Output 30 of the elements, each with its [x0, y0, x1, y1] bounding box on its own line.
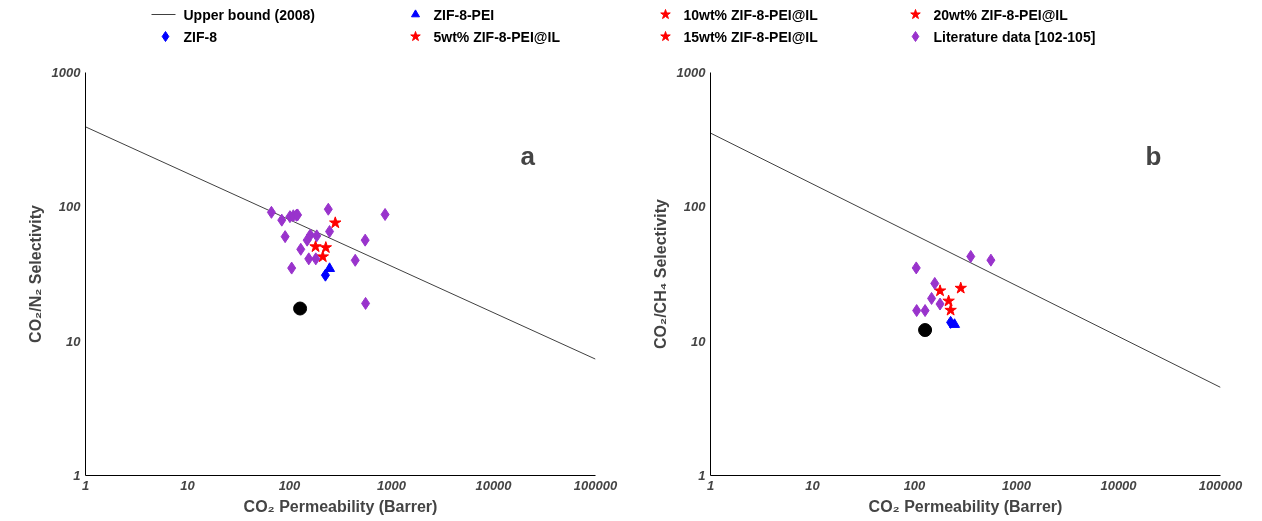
x-axis-title: CO₂ Permeability (Barrer) — [868, 497, 1063, 515]
legend-label: 15wt% ZIF-8-PEI@IL — [683, 28, 819, 45]
y-axis-title: CO₂/CH₄ Selectivity — [651, 198, 669, 349]
annotation: a — [520, 140, 536, 171]
x-tick-label: 10000 — [1100, 477, 1138, 493]
y-axis-title: CO₂/N₂ Selectivity — [26, 204, 44, 343]
y-tick-label: 1000 — [51, 65, 82, 80]
y-tick-label: 1000 — [676, 65, 707, 80]
legend-label: Upper bound (2008) — [183, 6, 315, 23]
x-tick-label: 100 — [278, 477, 302, 493]
legend-label: ZIF-8 — [183, 28, 218, 45]
x-tick-label: 1000 — [377, 477, 407, 493]
x-tick-label: 1000 — [1002, 477, 1032, 493]
legend-label: 5wt% ZIF-8-PEI@IL — [433, 28, 561, 45]
x-axis-title: CO₂ Permeability (Barrer) — [243, 497, 438, 515]
x-tick-label: 10 — [805, 477, 821, 493]
legend-label: Literature data [102-105] — [933, 28, 1096, 45]
annotation: b — [1145, 140, 1162, 171]
y-tick-label: 10 — [691, 333, 707, 349]
x-tick-label: 100000 — [573, 477, 618, 493]
x-tick-label: 10000 — [475, 477, 513, 493]
x-tick-label: 10 — [180, 477, 196, 493]
x-tick-label: 100000 — [1198, 477, 1243, 493]
x-tick-label: 100 — [903, 477, 927, 493]
y-tick-label: 100 — [58, 199, 82, 215]
y-tick-label: 100 — [683, 199, 707, 215]
legend-label: 20wt% ZIF-8-PEI@IL — [933, 6, 1069, 23]
y-tick-label: 10 — [66, 333, 82, 349]
legend-label: 10wt% ZIF-8-PEI@IL — [683, 6, 819, 23]
legend-label: ZIF-8-PEI — [433, 6, 495, 23]
